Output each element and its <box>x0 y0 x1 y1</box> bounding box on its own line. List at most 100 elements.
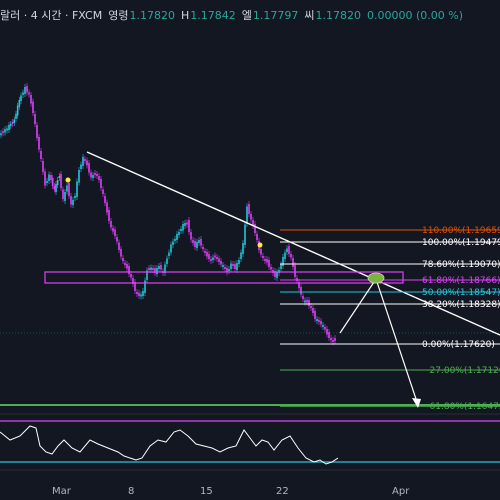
candle <box>196 242 198 248</box>
candle <box>34 114 36 124</box>
candle <box>146 270 148 280</box>
candle <box>96 174 98 176</box>
fib-label-110: 110.00%(1.19659) <box>422 226 500 236</box>
open-value: 1.17820 <box>129 8 175 22</box>
candle <box>214 255 216 258</box>
candle <box>46 181 48 183</box>
candle <box>28 92 30 95</box>
candle <box>312 308 314 313</box>
resistance-zone-box[interactable] <box>44 271 404 284</box>
candle <box>176 234 178 240</box>
candle <box>242 243 244 254</box>
candle <box>62 189 64 199</box>
candle <box>236 263 238 270</box>
candle <box>310 306 312 308</box>
candle <box>92 175 94 178</box>
candle <box>51 178 54 186</box>
candle <box>276 272 278 278</box>
candle <box>72 200 74 205</box>
candle <box>20 95 22 101</box>
fib-label-neg27: −27.00%(1.17120) <box>422 366 500 376</box>
candle <box>106 202 108 213</box>
projection-arrowhead <box>412 398 421 408</box>
candle <box>2 131 4 134</box>
candle <box>226 268 228 273</box>
fib-label-50: 50.00%(1.18547) <box>422 288 500 298</box>
candle <box>326 329 328 335</box>
candle <box>112 228 114 232</box>
confluence-ellipse[interactable] <box>367 272 385 284</box>
candle <box>11 122 14 124</box>
candle <box>188 220 190 232</box>
candle <box>246 206 248 224</box>
descending-trendline[interactable] <box>86 151 500 336</box>
candle <box>330 338 332 340</box>
candle <box>76 181 78 197</box>
candle <box>256 234 258 240</box>
oscillator-line[interactable] <box>0 425 339 465</box>
candle <box>142 291 144 296</box>
candle <box>26 86 28 93</box>
candle <box>202 247 204 249</box>
candle <box>218 258 220 262</box>
candle <box>70 196 72 205</box>
x-tick-apr: Apr <box>392 486 410 497</box>
candle <box>56 180 59 185</box>
candle <box>42 161 44 172</box>
candle <box>180 229 182 231</box>
candle <box>48 174 50 181</box>
x-tick-8: 8 <box>128 486 134 497</box>
high-value: 1.17842 <box>190 8 236 22</box>
candle <box>266 259 268 263</box>
candle <box>50 175 52 180</box>
candle <box>64 192 66 201</box>
candle <box>18 100 21 107</box>
candle <box>84 159 86 161</box>
symbol-title[interactable]: 랄러 · 4 시간 · FXCM <box>0 9 103 22</box>
candle <box>264 259 266 261</box>
candle <box>172 241 174 245</box>
candle <box>252 220 254 226</box>
candle <box>74 196 76 198</box>
candle <box>334 338 336 341</box>
candle <box>284 252 286 259</box>
candle <box>248 204 250 214</box>
candle <box>314 311 316 319</box>
candle <box>98 176 100 180</box>
x-tick-15: 15 <box>200 486 213 497</box>
candle <box>182 224 184 231</box>
candle <box>136 292 138 294</box>
candle <box>316 319 318 321</box>
candle <box>90 172 92 178</box>
candle <box>302 296 304 299</box>
candle <box>40 151 42 159</box>
candle <box>86 160 88 166</box>
candle <box>130 274 132 278</box>
candle <box>13 119 16 123</box>
candle <box>224 267 226 269</box>
candle <box>44 171 46 186</box>
candle <box>206 252 208 257</box>
candle <box>296 278 298 281</box>
candle <box>36 125 38 138</box>
candle <box>68 183 70 196</box>
candle <box>128 266 130 274</box>
candle <box>292 258 294 267</box>
candle <box>254 224 256 233</box>
candle <box>4 129 6 133</box>
candle <box>234 264 236 269</box>
candle <box>156 268 158 274</box>
fib-label-786: 78.60%(1.19070) <box>422 260 500 270</box>
candle <box>140 294 142 297</box>
candle <box>114 229 116 236</box>
candle <box>150 267 152 270</box>
candle <box>238 260 240 264</box>
candle <box>208 254 210 259</box>
candle <box>318 320 320 322</box>
candle <box>144 280 146 293</box>
projection-path[interactable] <box>339 277 419 406</box>
signal-marker <box>65 177 71 183</box>
candle <box>104 196 106 203</box>
candle <box>126 264 128 269</box>
